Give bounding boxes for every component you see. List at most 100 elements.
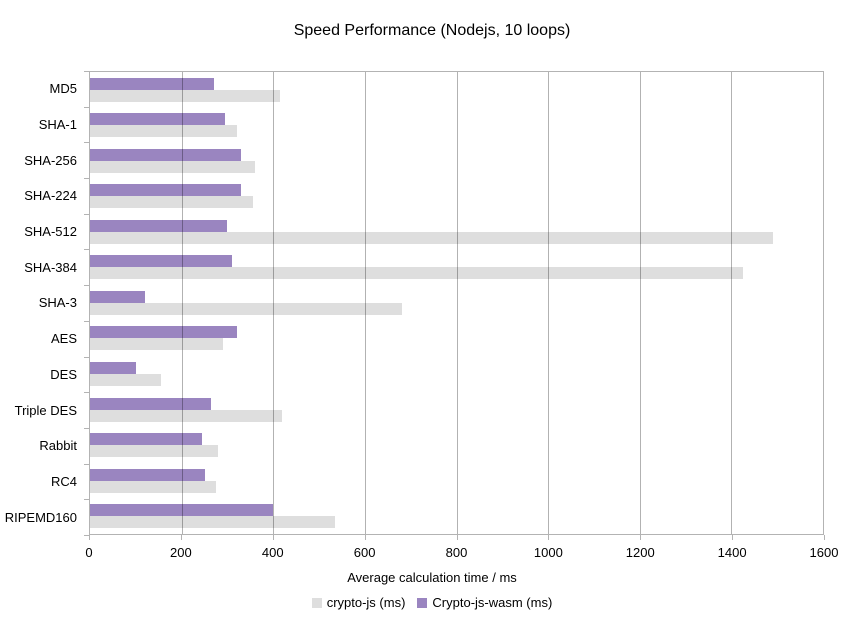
bar [90,184,242,197]
x-tick-label: 1200 [625,545,655,560]
bar-row [90,214,823,250]
bar [90,255,233,268]
y-tick [84,285,89,287]
bar-row [90,250,823,286]
y-axis-ticks [84,71,89,536]
legend: crypto-js (ms) Crypto-js-wasm (ms) [0,595,864,610]
category-label: RIPEMD160 [4,509,77,525]
y-tick [84,463,89,465]
y-tick [84,71,89,72]
y-tick [84,106,89,108]
bar [90,433,203,446]
gridline [181,72,183,534]
bar-row [90,321,823,357]
x-tick [272,535,274,540]
y-tick [84,142,89,144]
bar-row [90,72,823,108]
bar [90,290,145,303]
bar-row [90,463,823,499]
legend-item: crypto-js (ms) [311,595,406,610]
y-tick [84,213,89,215]
legend-swatch [417,597,428,608]
bar-row [90,356,823,392]
gridline [364,72,366,534]
bar [90,219,228,232]
x-tick [180,535,182,540]
x-tick-label: 1400 [717,545,747,560]
legend-item: Crypto-js-wasm (ms) [417,595,552,610]
bar [90,516,336,529]
legend-label: crypto-js (ms) [326,595,406,610]
bar [90,504,274,517]
gridline [273,72,275,534]
y-tick [84,320,89,322]
bar [90,267,743,280]
bar [90,374,161,387]
category-label: SHA-384 [24,259,77,275]
bar [90,77,214,90]
y-tick [84,427,89,429]
bar-row [90,427,823,463]
category-label: SHA-256 [24,152,77,168]
bar [90,302,402,315]
bar [90,480,216,493]
x-tick [548,535,550,540]
bar [90,160,255,173]
plot-area [89,71,824,535]
y-tick [84,356,89,358]
bar [90,445,219,458]
x-tick-label: 1600 [809,545,839,560]
bar [90,113,226,126]
gridline [639,72,641,534]
category-label: AES [50,331,77,347]
category-label: MD5 [49,81,77,97]
bar [90,196,253,209]
x-tick [732,535,734,540]
y-tick [84,178,89,180]
x-tick-label: 400 [261,545,284,560]
x-tick-label: 800 [445,545,468,560]
legend-label: Crypto-js-wasm (ms) [432,595,553,610]
category-label: SHA-512 [24,224,77,240]
bar-row [90,143,823,179]
y-tick [84,535,89,536]
bar-row [90,498,823,534]
x-tick-label: 1000 [533,545,563,560]
bar-row [90,392,823,428]
x-tick [640,535,642,540]
category-label: SHA-1 [38,117,77,133]
bar [90,468,205,481]
bar [90,89,281,102]
category-label: Rabbit [39,438,77,454]
x-tick [824,535,825,540]
chart-title: Speed Performance (Nodejs, 10 loops) [293,22,571,39]
bar-row [90,108,823,144]
legend-swatch [311,597,322,608]
bar [90,125,237,138]
category-label: DES [50,366,77,382]
y-tick [84,392,89,394]
x-tick [364,535,366,540]
gridline [456,72,458,534]
x-axis-title: Average calculation time / ms [347,570,517,585]
bar [90,231,773,244]
x-tick-label: 200 [170,545,192,560]
bar-rows [90,72,823,534]
bar [90,409,283,422]
category-label: SHA-3 [38,295,77,311]
category-label: SHA-224 [24,188,77,204]
x-tick [89,535,90,540]
gridline [548,72,550,534]
bar [90,148,242,161]
bar-row [90,179,823,215]
y-tick [84,249,89,251]
bar [90,397,212,410]
category-label: Triple DES [14,402,77,418]
gridline [731,72,733,534]
bar [90,326,237,339]
x-tick-label: 600 [353,545,376,560]
bar [90,338,223,351]
y-tick [84,499,89,501]
x-axis-ticks [89,535,825,540]
